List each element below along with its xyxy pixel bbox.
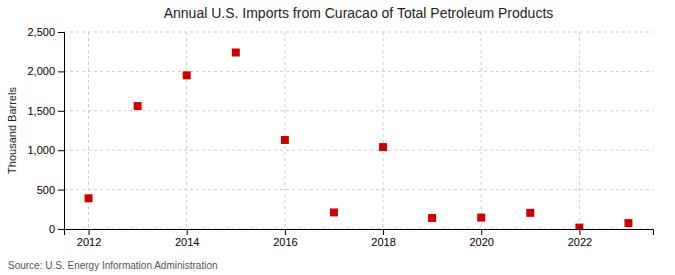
- grid-line-x: [579, 32, 580, 229]
- y-tick-label: 0: [49, 223, 55, 235]
- x-tick-mark: [187, 229, 188, 235]
- x-tick: 2016: [273, 229, 297, 248]
- grid-line-y: [64, 189, 653, 190]
- x-tick: 2020: [469, 229, 493, 248]
- x-tick-mark: [89, 229, 90, 235]
- point: [477, 214, 485, 222]
- x-tick-label: 2012: [77, 236, 101, 248]
- x-axis: 2012 2014 2016 2018 2020 2022: [65, 229, 654, 248]
- y-tick: 2,000: [27, 65, 64, 77]
- annotation: Source: U.S. Energy Information Administ…: [8, 260, 218, 271]
- x-tick-label: 2018: [371, 236, 395, 248]
- y-tick: 0: [49, 223, 64, 235]
- y-tick-mark: [58, 190, 64, 191]
- y-axis: 0 500 1,000 1,500 2,000 2,500: [27, 26, 64, 235]
- y-tick-mark: [58, 111, 64, 112]
- point: [526, 209, 534, 217]
- y-tick: 1,500: [27, 105, 64, 117]
- y-axis-title: Thousand Barrels: [6, 87, 18, 174]
- y-tick-mark: [58, 229, 64, 230]
- point: [428, 214, 436, 222]
- y-axis-line: [58, 33, 65, 230]
- grid-line-y: [64, 32, 653, 33]
- grid-line-y: [64, 150, 653, 151]
- point: [330, 208, 338, 216]
- point: [281, 136, 289, 144]
- x-tick-mark: [383, 229, 384, 235]
- y-tick-label: 2,000: [27, 65, 55, 77]
- point: [575, 224, 583, 229]
- x-tick-label: 2014: [175, 236, 199, 248]
- chart: 2012 2014 2016 2018 2020 2022 0 500 1,000 1,500 2,…: [0, 0, 675, 275]
- y-tick-label: 2,500: [27, 26, 55, 38]
- point: [624, 219, 632, 227]
- grid-line-x: [383, 32, 384, 229]
- y-tick: 1,000: [27, 144, 64, 156]
- y-tick-label: 500: [37, 184, 55, 196]
- marks: [85, 48, 633, 229]
- y-tick-label: 1,500: [27, 105, 55, 117]
- y-tick-label: 1,000: [27, 144, 55, 156]
- y-tick: 500: [37, 184, 64, 196]
- plot-area: 2012 2014 2016 2018 2020 2022 0 500 1,000 1,500 2,…: [27, 26, 653, 248]
- grid-line-x: [481, 32, 482, 229]
- x-tick-label: 2016: [273, 236, 297, 248]
- point: [379, 143, 387, 151]
- x-axis-line: [65, 230, 654, 236]
- x-tick-mark: [579, 229, 580, 235]
- y-tick: 2,500: [27, 26, 64, 38]
- grid-line-y: [64, 110, 653, 111]
- grid-line-x: [284, 32, 285, 229]
- x-tick: 2022: [568, 229, 592, 248]
- point: [232, 48, 240, 56]
- y-tick-mark: [58, 150, 64, 151]
- x-tick-mark: [481, 229, 482, 235]
- grid-line-y: [64, 71, 653, 72]
- grid-line-x: [186, 32, 187, 229]
- y-tick-mark: [58, 71, 64, 72]
- y-tick-mark: [58, 32, 64, 33]
- x-tick: 2012: [77, 229, 101, 248]
- x-tick-label: 2022: [568, 236, 592, 248]
- title: Annual U.S. Imports from Curacao of Tota…: [164, 5, 554, 21]
- grid: [64, 32, 653, 229]
- point: [183, 71, 191, 79]
- point: [134, 102, 142, 110]
- x-tick-mark: [285, 229, 286, 235]
- x-tick: 2018: [371, 229, 395, 248]
- x-tick: 2014: [175, 229, 199, 248]
- x-tick-label: 2020: [469, 236, 493, 248]
- point: [85, 194, 93, 202]
